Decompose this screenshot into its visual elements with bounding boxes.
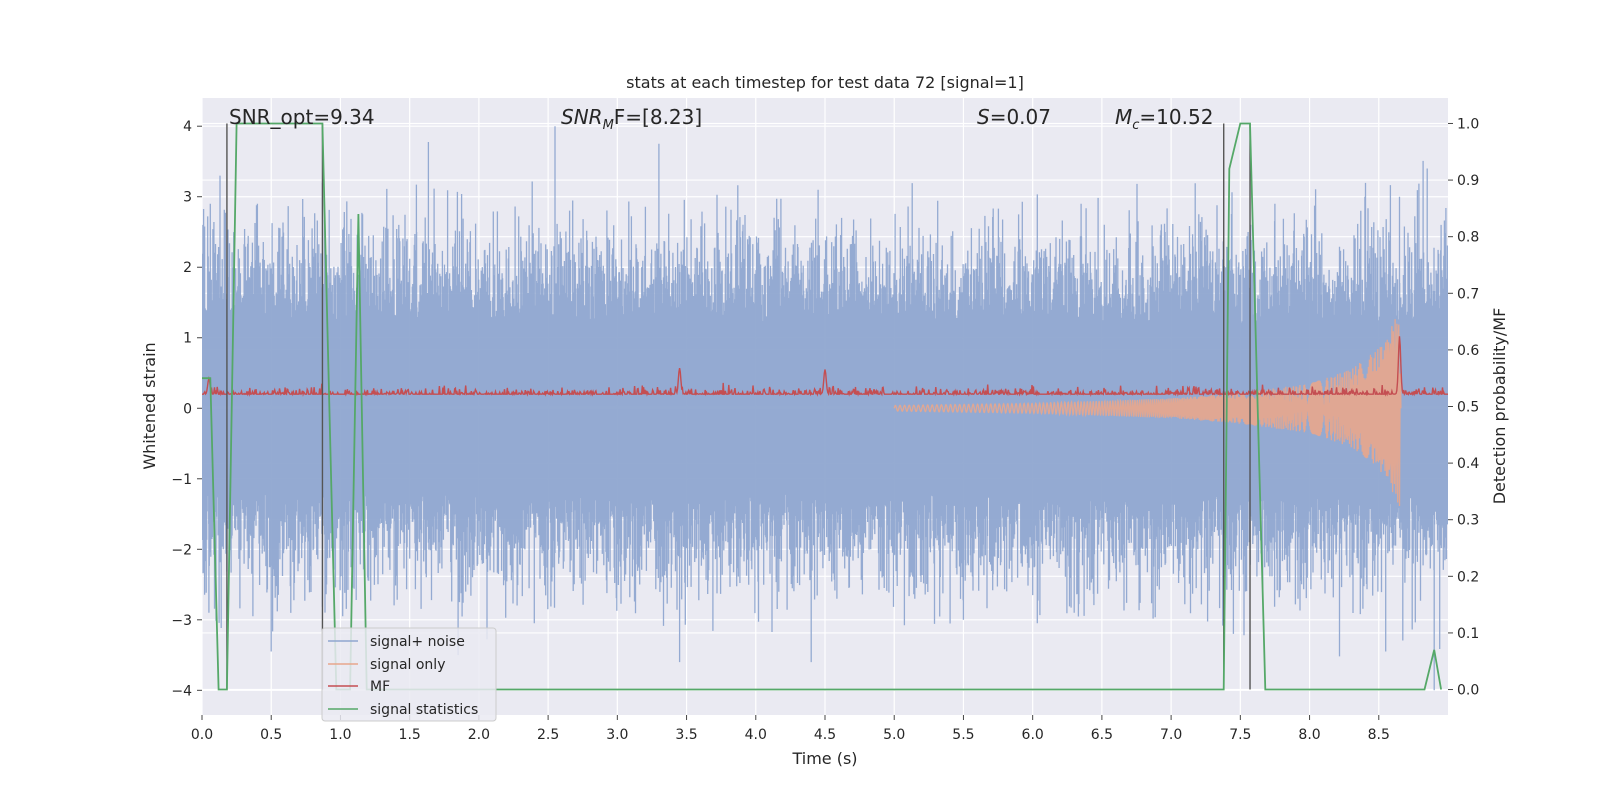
x-tick-label: 5.5 [952,727,974,743]
legend-label-signal-only: signal only [370,657,445,673]
y-right-tick-label: 0.9 [1457,173,1479,189]
y-right-tick-label: 1.0 [1457,116,1479,132]
y-left-tick-label: −1 [171,472,192,488]
y-left-tick-label: 3 [183,190,192,206]
y-axis-label-left: Whitened strain [140,342,159,469]
x-tick-label: 0.5 [260,727,282,743]
vertical-markers [226,123,1251,690]
y-left-tick-label: −4 [171,683,192,699]
mc-value: =10.52 [1139,105,1213,129]
x-tick-label: 1.5 [399,727,421,743]
x-tick-label: 4.5 [814,727,836,743]
y-right-tick-label: 0.1 [1457,626,1479,642]
legend-box [321,627,497,722]
y-left-tick-label: 4 [183,119,192,135]
mc-symbol: M [1115,105,1132,129]
x-tick-label: 7.5 [1229,727,1251,743]
x-tick-label: 1.0 [329,727,351,743]
annotation-snr-opt: SNR_opt=9.34 [229,105,375,129]
chart-title: stats at each timestep for test data 72 … [626,73,1024,92]
y-right-tick-label: 0.5 [1457,400,1479,416]
x-tick-label: 4.0 [745,727,767,743]
right-axis-ticks: 1.0 0.9 0.8 0.7 0.6 0.5 0.4 0.3 0.2 0.1 0.0 [1448,116,1479,699]
series-signal-statistics [202,122,1442,691]
legend-label-mf: MF [370,679,390,695]
x-tick-label: 6.0 [1022,727,1044,743]
y-right-tick-label: 0.4 [1457,456,1479,472]
x-axis-ticks: 0.0 0.5 1.0 1.5 2.0 2.5 3.0 3.5 4.0 4.5 5.0 5.5 6.0 6… [191,715,1390,743]
s-symbol: S [977,105,990,129]
x-tick-label: 3.0 [606,727,628,743]
x-tick-label: 0.0 [191,727,213,743]
plot-layers [202,122,1448,691]
mf-trace [202,336,1448,397]
snr-mf-value: F=[8.23] [614,105,702,129]
y-right-tick-label: 0.2 [1457,569,1479,585]
x-tick-label: 8.5 [1368,727,1390,743]
legend-label-signal-statistics: signal statistics [370,702,478,718]
y-left-tick-label: 2 [183,260,192,276]
snr-mf-subscript: M [603,118,614,133]
x-tick-label: 8.0 [1298,727,1320,743]
signal-statistics-trace [202,122,1442,691]
annotation-snr-mf: SNRMF=[8.23] [561,105,702,133]
snr-mf-symbol: SNR [561,105,603,129]
legend-label-signal-noise: signal+ noise [370,634,465,650]
x-tick-label: 6.5 [1091,727,1113,743]
y-left-tick-label: −3 [171,613,192,629]
y-left-tick-label: −2 [171,542,192,558]
signal-only-trace [893,319,1402,507]
y-right-tick-label: 0.7 [1457,286,1479,302]
y-right-tick-label: 0.6 [1457,343,1479,359]
mc-subscript: c [1132,118,1139,133]
y-right-tick-label: 0.8 [1457,230,1479,246]
y-right-tick-label: 0.3 [1457,513,1479,529]
x-axis-label: Time (s) [791,749,857,768]
x-tick-label: 2.0 [468,727,490,743]
y-axis-label-right: Detection probability/MF [1490,308,1509,505]
y-left-tick-label: 1 [183,331,192,347]
x-tick-label: 7.0 [1160,727,1182,743]
legend: signal+ noise signal only MF signal stat… [321,627,497,722]
left-axis-ticks: 4 3 2 1 0 −1 −2 −3 −4 [171,119,202,699]
y-right-tick-label: 0.0 [1457,683,1479,699]
annotation-s: S=0.07 [977,105,1051,129]
x-tick-label: 3.5 [675,727,697,743]
x-tick-label: 2.5 [537,727,559,743]
annotation-mc: Mc=10.52 [1115,105,1213,133]
s-value: =0.07 [990,105,1051,129]
x-tick-label: 5.0 [883,727,905,743]
series-mf [202,336,1448,397]
y-left-tick-label: 0 [183,401,192,417]
series-signal-only [893,319,1402,507]
